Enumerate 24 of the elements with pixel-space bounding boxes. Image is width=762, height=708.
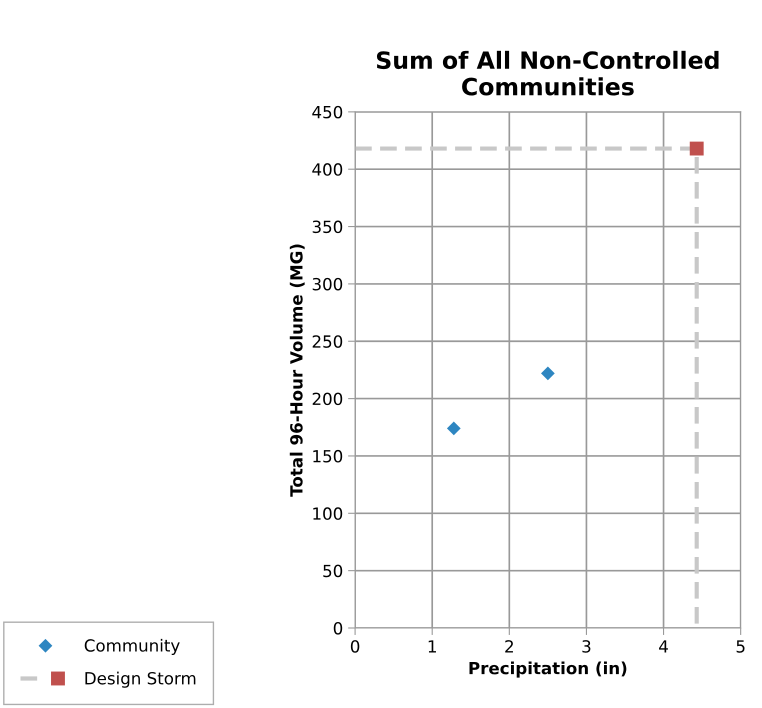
y-tick-label: 0 [334,622,342,635]
legend-label: Design Storm [85,672,196,688]
point [541,366,555,380]
chart-title: Sum of All Non-Controlled Communities [376,50,719,96]
x-tick-label: 4 [659,640,668,652]
y-axis-title: Total 96-Hour Volume (MG) [290,244,305,497]
y-tick-label: 50 [323,564,342,578]
y-tick-label: 450 [312,106,342,118]
y-tick-label: 400 [312,163,342,176]
y-tick-label: 300 [312,278,342,290]
y-tick-label: 150 [313,450,342,463]
x-tick-label: 0 [350,640,360,653]
x-tick-label: 3 [582,640,590,653]
x-tick-label: 5 [736,640,745,653]
y-tick-label: 250 [312,335,342,348]
x-tick-label: 2 [505,640,513,652]
x-tick-label: 1 [428,640,436,652]
legend-label: Community [84,638,180,655]
y-tick-label: 200 [312,392,342,406]
x-axis-title: Precipitation (in) [470,661,626,678]
point [446,422,461,436]
point [690,142,704,156]
y-tick-label: 350 [312,220,342,234]
y-tick-label: 100 [313,507,342,520]
